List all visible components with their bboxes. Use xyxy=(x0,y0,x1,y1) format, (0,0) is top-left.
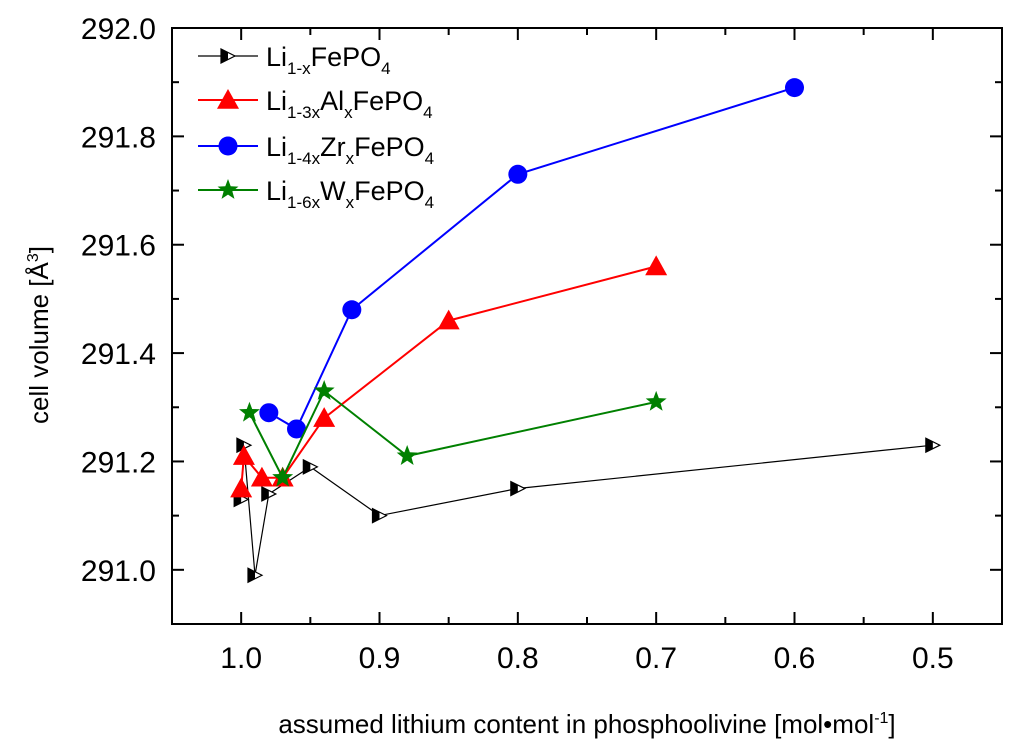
legend-label: Li1-6xWxFePO4 xyxy=(266,176,434,212)
legend-label-part: Li xyxy=(266,42,287,72)
data-point xyxy=(396,445,418,465)
x-axis: 1.0 0.9 0.8 0.7 0.6 0.5 xyxy=(171,28,1003,675)
x-axis-title-end: ] xyxy=(888,709,895,739)
series-line xyxy=(268,86,795,431)
y-axis-title-sup: 3 xyxy=(25,253,42,262)
legend-label: Li1-4xZrxFePO4 xyxy=(266,132,434,168)
legend-label-sub: 1-x xyxy=(287,59,311,78)
series-1 xyxy=(230,255,668,498)
y-axis: 291.0 291.2 291.4 291.6 291.8 292.0 xyxy=(81,13,1002,588)
series-2 xyxy=(259,78,804,439)
data-point xyxy=(508,164,528,184)
legend-label-sub: x xyxy=(346,149,355,168)
x-axis-title: assumed lithium content in phosphoolivin… xyxy=(278,709,895,739)
series-layer xyxy=(230,78,942,584)
x-tick-label: 1.0 xyxy=(220,642,262,675)
y-axis-title-text: cell volume [Å xyxy=(24,261,54,423)
legend-label-part: FePO xyxy=(354,176,425,206)
data-point xyxy=(785,78,804,98)
data-point xyxy=(247,567,264,584)
x-axis-title-sup: -1 xyxy=(874,710,888,727)
legend-label-sub: x xyxy=(344,103,353,122)
data-point xyxy=(217,179,239,199)
marker-fill xyxy=(372,508,380,523)
legend-label-part: FePO xyxy=(354,132,425,162)
marker-fill xyxy=(261,486,269,501)
data-point xyxy=(313,380,335,400)
x-tick-label: 0.8 xyxy=(497,642,539,675)
legend-label: Li1-3xAlxFePO4 xyxy=(266,86,433,122)
series-0 xyxy=(233,437,942,584)
legend-label: Li1-xFePO4 xyxy=(266,42,391,78)
data-point xyxy=(217,89,239,109)
data-point xyxy=(313,407,336,427)
legend-entry: Li1-4xZrxFePO4 xyxy=(198,132,434,168)
y-tick-label: 292.0 xyxy=(81,13,156,46)
legend-label-sub: 1-6x xyxy=(287,193,321,212)
y-tick-label: 291.4 xyxy=(81,338,156,371)
y-axis-title: cell volume [Å3] xyxy=(24,246,54,424)
data-point xyxy=(218,136,238,156)
marker-fill xyxy=(248,568,255,583)
legend-label-sub: 1-4x xyxy=(287,149,321,168)
data-point xyxy=(645,255,668,276)
data-point xyxy=(232,445,255,465)
x-tick-label: 0.9 xyxy=(359,642,401,675)
data-point xyxy=(342,300,362,320)
legend-label-part: FePO xyxy=(353,86,424,116)
legend-entry: Li1-3xAlxFePO4 xyxy=(198,86,433,122)
data-point xyxy=(510,480,527,497)
legend-label-part: Zr xyxy=(320,132,345,162)
legend-label-sub: 1-3x xyxy=(287,103,321,122)
marker-fill xyxy=(925,438,933,453)
legend-label-sub: 4 xyxy=(425,193,434,212)
series-3 xyxy=(239,380,667,487)
marker-fill xyxy=(221,49,228,63)
legend-label-sub: x xyxy=(346,193,355,212)
data-point xyxy=(437,309,460,330)
marker-fill xyxy=(303,459,311,474)
legend-label-part: Al xyxy=(320,86,344,116)
legend-label-part: Li xyxy=(266,86,287,116)
legend-label-sub: 4 xyxy=(423,103,432,122)
data-point xyxy=(287,419,306,439)
legend-label-part: FePO xyxy=(311,42,382,72)
data-point xyxy=(371,507,388,524)
data-point xyxy=(230,477,253,498)
x-axis-title-text: assumed lithium content in phosphoolivin… xyxy=(278,709,874,739)
data-point xyxy=(261,485,278,502)
data-point xyxy=(239,401,260,422)
data-point xyxy=(259,403,279,423)
legend-label-part: Li xyxy=(266,176,287,206)
legend-entry: Li1-6xWxFePO4 xyxy=(198,176,434,212)
series-line xyxy=(240,444,933,576)
legend-label-part: Li xyxy=(266,132,287,162)
data-point xyxy=(220,48,237,64)
data-point xyxy=(302,458,319,475)
y-tick-label: 291.0 xyxy=(81,555,156,588)
y-tick-label: 291.8 xyxy=(81,121,156,154)
data-point xyxy=(645,390,667,411)
y-tick-label: 291.2 xyxy=(81,446,156,479)
series-line xyxy=(240,265,657,489)
data-point xyxy=(250,466,273,487)
x-tick-label: 0.7 xyxy=(635,642,677,675)
legend: Li1-xFePO4Li1-3xAlxFePO4Li1-4xZrxFePO4Li… xyxy=(198,42,434,212)
marker-fill xyxy=(510,481,518,496)
x-tick-label: 0.6 xyxy=(774,642,816,675)
x-tick-label: 0.5 xyxy=(912,642,954,675)
y-axis-title-end: ] xyxy=(24,246,54,253)
legend-label-sub: 4 xyxy=(425,149,434,168)
legend-label-part: W xyxy=(320,176,346,206)
data-point xyxy=(925,437,942,454)
legend-label-sub: 4 xyxy=(381,59,390,78)
y-tick-label: 291.6 xyxy=(81,230,156,263)
legend-entry: Li1-xFePO4 xyxy=(198,42,391,78)
data-point xyxy=(272,466,294,487)
